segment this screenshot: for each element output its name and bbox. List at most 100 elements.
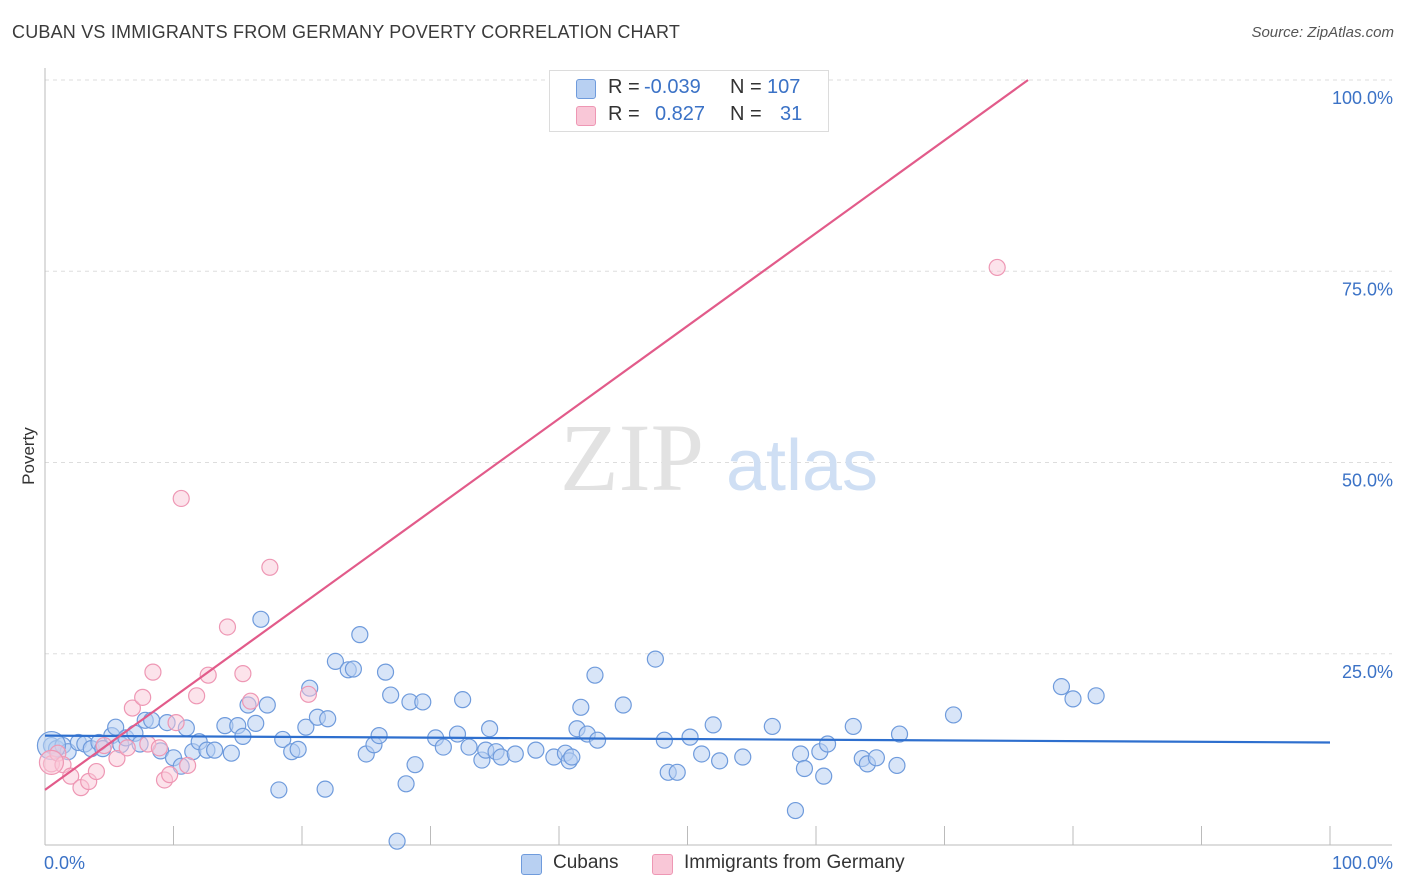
trend-line-cubans bbox=[44, 734, 1331, 744]
data-point-cubans bbox=[704, 716, 722, 734]
data-point-cubans bbox=[815, 767, 833, 785]
series-germany-points bbox=[38, 71, 1006, 797]
data-point-germany bbox=[299, 685, 318, 703]
data-point-germany bbox=[161, 766, 179, 784]
x-tick-label: 100.0% bbox=[1332, 853, 1393, 873]
x-tick-label: 0.0% bbox=[44, 853, 85, 873]
data-point-cubans bbox=[586, 666, 604, 684]
data-point-cubans bbox=[527, 741, 545, 759]
data-point-cubans bbox=[888, 756, 906, 775]
legend-r-value: -0.039 bbox=[644, 76, 701, 98]
data-point-cubans bbox=[274, 730, 292, 749]
data-point-cubans bbox=[890, 725, 909, 743]
data-point-germany bbox=[218, 618, 237, 636]
grid-lines bbox=[45, 79, 1392, 655]
bottom-legend-label: Immigrants from Germany bbox=[684, 852, 905, 873]
data-point-cubans bbox=[572, 698, 590, 716]
data-point-cubans bbox=[388, 832, 406, 850]
data-point-cubans bbox=[406, 756, 424, 774]
trend-lines bbox=[44, 79, 1331, 791]
data-point-cubans bbox=[434, 738, 452, 756]
watermark: ZIP atlas bbox=[560, 404, 878, 511]
data-point-cubans bbox=[382, 686, 400, 704]
data-point-germany bbox=[988, 258, 1006, 277]
axes bbox=[44, 68, 1392, 846]
bottom-legend-label: Cubans bbox=[553, 852, 619, 873]
data-point-cubans bbox=[563, 748, 581, 766]
data-point-cubans bbox=[867, 749, 885, 767]
legend-r-label: R = bbox=[608, 76, 640, 98]
data-point-cubans bbox=[351, 626, 369, 644]
data-point-cubans bbox=[206, 741, 224, 759]
data-point-cubans bbox=[481, 720, 499, 738]
watermark-zip: ZIP bbox=[560, 404, 704, 511]
data-point-cubans bbox=[448, 725, 467, 743]
data-point-germany bbox=[123, 699, 141, 717]
y-tick-label: 50.0% bbox=[1342, 471, 1393, 491]
data-point-germany bbox=[242, 692, 260, 710]
data-point-cubans bbox=[786, 801, 805, 820]
data-point-cubans bbox=[344, 660, 362, 678]
data-point-cubans bbox=[1087, 687, 1105, 705]
data-point-germany bbox=[167, 713, 185, 732]
tick-labels: 100.0% 75.0% 50.0% 25.0% 0.0% 100.0% bbox=[44, 88, 1393, 873]
data-point-germany bbox=[188, 687, 206, 705]
data-point-cubans bbox=[1052, 678, 1071, 696]
bottom-legend-swatch-pink bbox=[652, 854, 673, 875]
data-point-cubans bbox=[711, 752, 729, 770]
data-point-germany bbox=[144, 663, 162, 681]
data-point-germany bbox=[38, 749, 65, 775]
data-point-cubans bbox=[252, 610, 270, 628]
data-point-germany bbox=[172, 489, 190, 508]
data-point-cubans bbox=[143, 711, 161, 729]
data-point-cubans bbox=[818, 735, 837, 753]
data-point-cubans bbox=[655, 731, 673, 749]
y-tick-label: 25.0% bbox=[1342, 662, 1393, 682]
data-point-germany bbox=[108, 749, 126, 768]
legend-r-label: R = bbox=[608, 103, 640, 125]
legend-r-value: 0.827 bbox=[655, 103, 706, 125]
chart-source: Source: ZipAtlas.com bbox=[1251, 24, 1394, 41]
data-point-cubans bbox=[270, 781, 288, 799]
y-axis-label: Poverty bbox=[19, 427, 38, 485]
bottom-legend-swatch-blue bbox=[521, 854, 542, 875]
data-point-cubans bbox=[397, 775, 415, 793]
data-point-cubans bbox=[734, 748, 752, 766]
data-point-cubans bbox=[414, 693, 432, 711]
data-point-germany bbox=[234, 665, 252, 683]
chart-title: CUBAN VS IMMIGRANTS FROM GERMANY POVERTY… bbox=[12, 22, 681, 42]
data-point-germany bbox=[87, 762, 106, 781]
legend-n-label: N = bbox=[730, 103, 762, 125]
data-point-cubans bbox=[646, 650, 664, 668]
data-point-cubans bbox=[289, 740, 307, 758]
data-point-cubans bbox=[614, 696, 632, 714]
data-point-germany bbox=[134, 688, 152, 706]
legend-n-value: 107 bbox=[767, 76, 801, 98]
data-point-cubans bbox=[297, 718, 315, 736]
y-tick-label: 75.0% bbox=[1342, 279, 1393, 299]
data-point-cubans bbox=[376, 663, 395, 681]
data-point-germany bbox=[261, 558, 279, 576]
data-point-cubans bbox=[492, 748, 510, 766]
data-point-cubans bbox=[247, 714, 265, 732]
legend-swatch-pink bbox=[576, 106, 596, 126]
legend-n-label: N = bbox=[730, 76, 762, 98]
data-point-cubans bbox=[460, 738, 478, 756]
data-point-cubans bbox=[681, 728, 699, 746]
data-point-cubans bbox=[944, 706, 963, 724]
data-point-cubans bbox=[588, 731, 607, 749]
data-point-germany bbox=[199, 666, 217, 684]
data-point-cubans bbox=[791, 745, 810, 763]
y-tick-label: 100.0% bbox=[1332, 88, 1393, 108]
stats-legend: R = -0.039 N = 107 R = 0.827 N = 31 bbox=[549, 70, 829, 132]
data-point-cubans bbox=[844, 717, 862, 736]
data-point-cubans bbox=[763, 717, 781, 736]
data-point-cubans bbox=[1064, 690, 1082, 708]
data-point-cubans bbox=[506, 745, 524, 763]
data-point-cubans bbox=[454, 691, 472, 709]
legend-swatch-blue bbox=[576, 79, 596, 99]
series-cubans-points bbox=[36, 610, 1105, 850]
data-point-germany bbox=[118, 739, 136, 757]
data-point-cubans bbox=[316, 780, 334, 798]
